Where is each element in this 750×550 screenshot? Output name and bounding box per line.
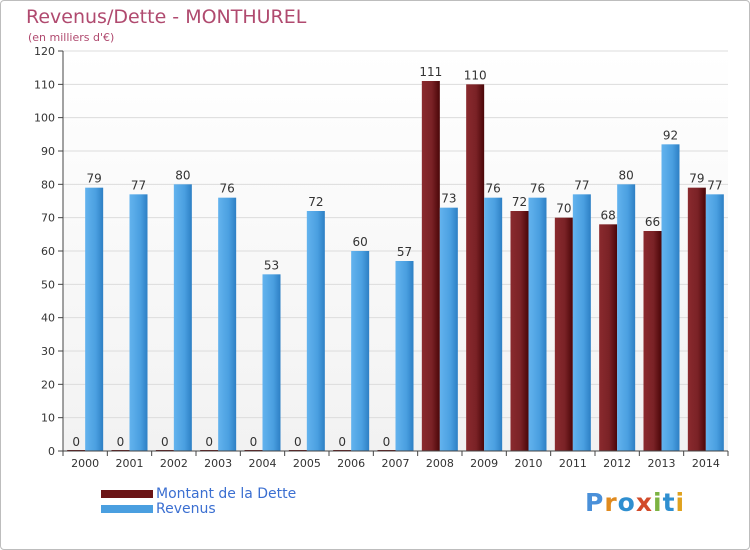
data-label-debt-2010: 72	[512, 195, 527, 209]
legend-swatch-revenus	[101, 505, 153, 513]
logo-letter: i	[675, 488, 686, 517]
data-label-debt-2001: 0	[117, 435, 125, 449]
bar-revenus-2002	[173, 184, 192, 452]
bar-revenus-2011	[572, 194, 591, 452]
bar-debt-2008	[421, 81, 440, 451]
bar-revenus-2001	[129, 194, 148, 452]
x-tick-label: 2005	[293, 457, 321, 470]
data-label-debt-2013: 66	[645, 215, 660, 229]
proxiti-logo: Proxiti	[585, 488, 685, 517]
data-label-debt-2005: 0	[294, 435, 302, 449]
bar-revenus-2013	[661, 144, 680, 452]
data-label-revenus-2013: 92	[663, 128, 678, 142]
y-tick-label: 60	[41, 245, 55, 258]
data-label-revenus-2002: 80	[175, 168, 190, 182]
y-tick-label: 120	[34, 45, 55, 58]
y-tick-label: 100	[34, 112, 55, 125]
data-label-revenus-2003: 76	[220, 182, 235, 196]
bar-revenus-2000	[85, 187, 104, 451]
data-label-revenus-2010: 76	[530, 182, 545, 196]
data-label-debt-2000: 0	[72, 435, 80, 449]
logo-letter: P	[585, 488, 605, 517]
chart-subtitle: (en milliers d'€)	[28, 31, 115, 44]
data-label-debt-2012: 68	[601, 208, 616, 222]
logo-letter: t	[662, 488, 676, 517]
data-label-revenus-2008: 73	[441, 192, 456, 206]
data-label-debt-2006: 0	[338, 435, 346, 449]
y-tick-label: 20	[41, 378, 55, 391]
chart-title: Revenus/Dette - MONTHUREL	[26, 6, 307, 28]
x-tick-label: 2003	[204, 457, 232, 470]
data-label-revenus-2011: 77	[574, 178, 589, 192]
bar-debt-2013	[643, 231, 662, 451]
data-label-revenus-2005: 72	[308, 195, 323, 209]
data-label-revenus-2014: 77	[707, 178, 722, 192]
bar-debt-2010	[510, 211, 529, 451]
x-tick-label: 2009	[470, 457, 498, 470]
bar-revenus-2004	[262, 274, 281, 451]
data-label-debt-2002: 0	[161, 435, 169, 449]
data-label-revenus-2009: 76	[486, 182, 501, 196]
data-label-debt-2011: 70	[556, 202, 571, 216]
data-label-debt-2004: 0	[250, 435, 258, 449]
bar-debt-2012	[599, 224, 618, 451]
y-tick-label: 90	[41, 145, 55, 158]
data-label-revenus-2001: 77	[131, 178, 146, 192]
bar-debt-2009	[466, 84, 485, 451]
y-tick-label: 40	[41, 312, 55, 325]
x-tick-label: 2008	[426, 457, 454, 470]
data-label-debt-2009: 110	[464, 68, 487, 82]
data-label-revenus-2004: 53	[264, 258, 279, 272]
bar-debt-2011	[554, 217, 573, 451]
x-tick-label: 2004	[249, 457, 277, 470]
data-label-revenus-2006: 60	[353, 235, 368, 249]
y-tick-label: 70	[41, 212, 55, 225]
x-tick-label: 2007	[382, 457, 410, 470]
x-tick-label: 2006	[337, 457, 365, 470]
x-tick-label: 2013	[648, 457, 676, 470]
bar-revenus-2014	[705, 194, 724, 452]
x-tick-label: 2014	[692, 457, 720, 470]
data-label-revenus-2007: 57	[397, 245, 412, 259]
x-tick-label: 2000	[71, 457, 99, 470]
bar-debt-2014	[687, 187, 706, 451]
y-tick-label: 0	[48, 445, 55, 458]
bar-revenus-2003	[218, 197, 237, 451]
y-tick-label: 50	[41, 278, 55, 291]
bar-revenus-2010	[528, 197, 547, 451]
x-tick-label: 2001	[116, 457, 144, 470]
legend-label-debt: Montant de la Dette	[156, 486, 297, 502]
bar-revenus-2007	[395, 261, 414, 451]
x-tick-label: 2002	[160, 457, 188, 470]
data-label-revenus-2000: 79	[87, 172, 102, 186]
x-tick-label: 2011	[559, 457, 587, 470]
logo-letter: x	[635, 488, 653, 517]
bar-revenus-2005	[306, 211, 325, 451]
bar-revenus-2012	[617, 184, 636, 452]
y-tick-label: 10	[41, 412, 55, 425]
data-label-revenus-2012: 80	[619, 168, 634, 182]
data-label-debt-2003: 0	[205, 435, 213, 449]
legend-label-revenus: Revenus	[156, 501, 216, 517]
y-tick-label: 80	[41, 178, 55, 191]
bar-revenus-2006	[351, 251, 370, 451]
data-label-debt-2008: 111	[419, 65, 442, 79]
x-tick-label: 2012	[603, 457, 631, 470]
data-label-debt-2007: 0	[383, 435, 391, 449]
y-tick-label: 110	[34, 78, 55, 91]
bar-revenus-2009	[484, 197, 503, 451]
logo-letter: r	[604, 488, 618, 517]
logo-letter: o	[617, 488, 636, 517]
logo-letter: i	[653, 488, 663, 517]
bar-revenus-2008	[439, 207, 458, 451]
data-label-debt-2014: 79	[689, 172, 704, 186]
x-tick-label: 2010	[515, 457, 543, 470]
y-tick-label: 30	[41, 345, 55, 358]
legend-swatch-debt	[101, 490, 153, 498]
